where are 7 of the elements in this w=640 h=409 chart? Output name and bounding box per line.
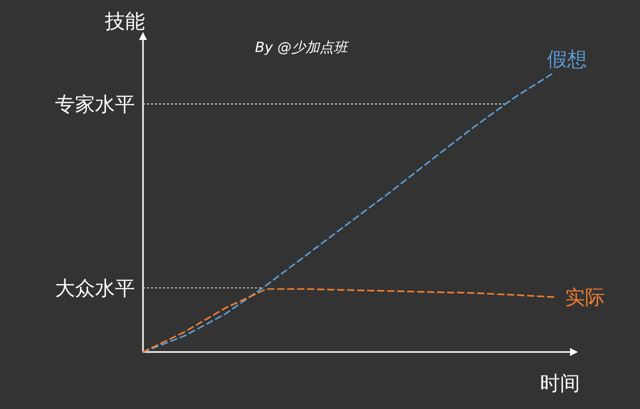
series-label: 实际 xyxy=(565,285,605,310)
ref-line-label: 大众水平 xyxy=(55,276,135,300)
series-label: 假想 xyxy=(547,47,587,71)
y-axis-title: 技能 xyxy=(104,9,145,33)
x-axis-title: 时间 xyxy=(540,371,580,395)
text: By @少加点班 xyxy=(255,40,350,56)
ref-line-label: 专家水平 xyxy=(55,92,135,116)
